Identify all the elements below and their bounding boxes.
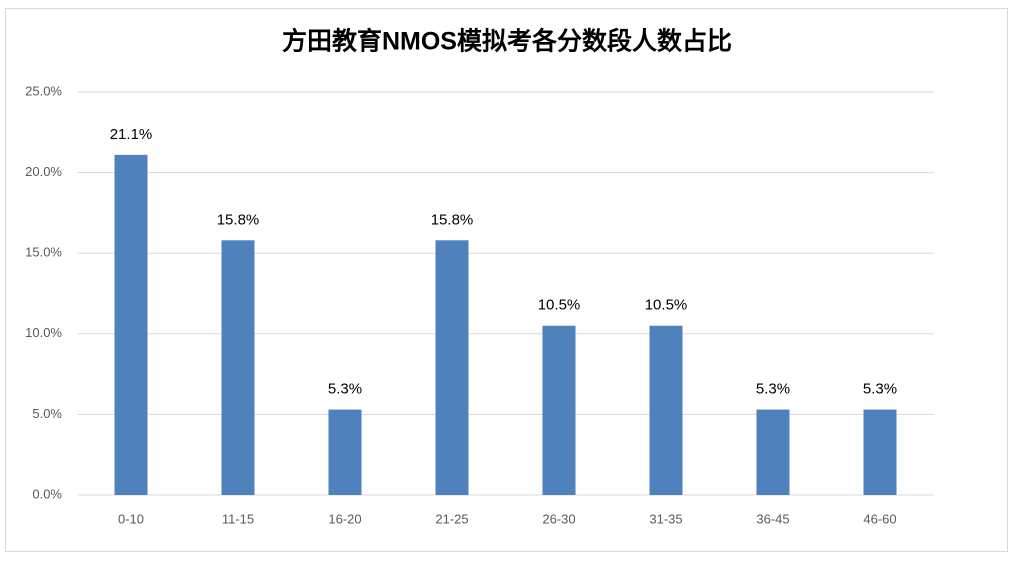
value-label: 21.1% [110, 126, 153, 143]
value-label: 15.8% [217, 211, 260, 228]
x-tick-label: 16-20 [328, 511, 361, 526]
y-tick-label: 20.0% [25, 164, 62, 179]
y-tick-label: 25.0% [25, 83, 62, 98]
bar [542, 325, 576, 495]
bar [221, 240, 255, 495]
chart-title: 方田教育NMOS模拟考各分数段人数占比 [282, 27, 732, 56]
bar [435, 240, 469, 495]
x-tick-label: 46-60 [863, 511, 896, 526]
value-label: 5.3% [863, 381, 897, 398]
bar [649, 325, 683, 495]
value-label: 15.8% [431, 211, 474, 228]
y-tick-label: 15.0% [25, 245, 62, 260]
y-tick-label: 5.0% [32, 406, 62, 421]
x-tick-label: 31-35 [649, 511, 682, 526]
x-tick-label: 21-25 [435, 511, 468, 526]
value-label: 5.3% [328, 381, 362, 398]
x-tick-label: 0-10 [118, 511, 144, 526]
y-tick-label: 0.0% [32, 486, 62, 501]
x-tick-label: 11-15 [222, 511, 254, 526]
x-tick-label: 36-45 [756, 511, 789, 526]
bar [756, 409, 790, 495]
bar [114, 154, 148, 496]
chart-border [5, 8, 1008, 552]
bar [863, 409, 897, 495]
y-tick-label: 10.0% [25, 325, 62, 340]
value-label: 5.3% [756, 381, 790, 398]
x-tick-label: 26-30 [542, 511, 575, 526]
bar [328, 409, 362, 495]
value-label: 10.5% [645, 297, 688, 314]
value-label: 10.5% [538, 297, 581, 314]
